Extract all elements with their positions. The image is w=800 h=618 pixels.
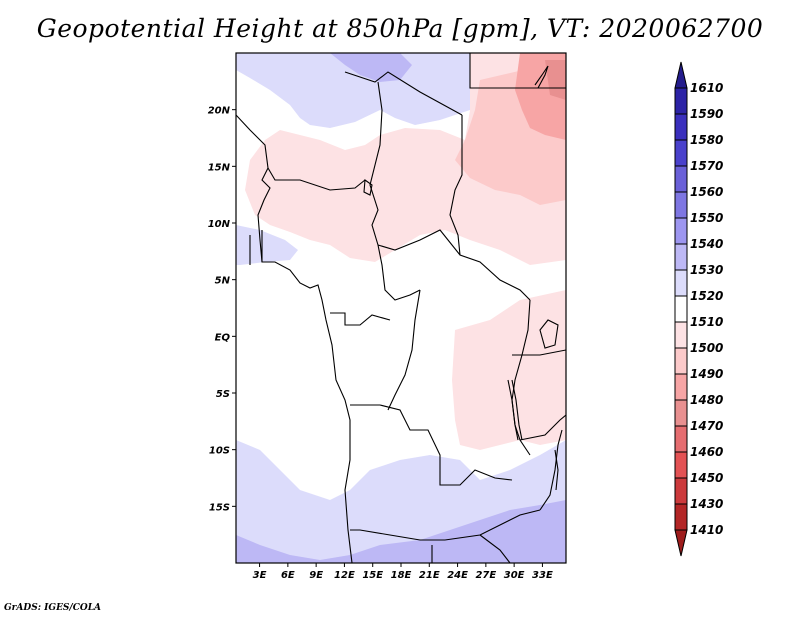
grads-credit: GrADS: IGES/COLA	[4, 603, 102, 613]
x-tick-label: 9E	[309, 570, 323, 581]
colorbar-label: 1540	[690, 237, 723, 251]
y-tick-label: 5S	[216, 389, 230, 400]
colorbar-segment	[674, 87, 688, 115]
chart-title: Geopotential Height at 850hPa [gpm], VT:…	[36, 14, 764, 43]
border-angola-south	[350, 529, 445, 541]
colorbar-label: 1610	[690, 81, 723, 95]
region-east-africa-pink	[452, 290, 566, 450]
x-tick-label: 18E	[391, 570, 412, 581]
map-fields	[236, 53, 566, 563]
colorbar-label: 1490	[690, 367, 723, 381]
colorbar-label: 1580	[690, 133, 723, 147]
x-tick-label: 30E	[504, 570, 525, 581]
border-car	[377, 229, 531, 301]
colorbar-segment	[674, 269, 688, 297]
region-sahara-north-blue	[236, 53, 470, 128]
colorbar-top-triangle	[674, 61, 688, 89]
colorbar-label: 1590	[690, 107, 723, 121]
coastline-west-africa	[236, 114, 353, 563]
x-tick-label: 33E	[532, 570, 553, 581]
border-zambia-zim	[479, 534, 511, 563]
colorbar: 1610 1590 1580 1570 1560 1550 1540 1530 1520 1510…	[674, 61, 723, 557]
colorbar-label: 1460	[690, 445, 723, 459]
colorbar-segment	[674, 477, 688, 505]
colorbar-segment	[674, 165, 688, 193]
border-libya-chad	[344, 71, 463, 116]
border-mozambique	[539, 429, 563, 511]
colorbar-bottom-triangle	[674, 529, 688, 557]
lake-victoria	[539, 319, 559, 349]
x-tick-label: 15E	[362, 570, 383, 581]
y-tick-label: 10S	[209, 446, 230, 457]
colorbar-label: 1530	[690, 263, 723, 277]
colorbar-label: 1520	[690, 289, 723, 303]
y-tick-label: 20N	[208, 106, 231, 117]
colorbar-label: 1450	[690, 471, 723, 485]
border-chad-sudan	[449, 115, 463, 256]
x-axis: 3E 6E 9E 12E 15E 18E 21E 24E 27E 30E 33E	[253, 563, 553, 581]
lake-volta-area	[249, 230, 263, 265]
x-tick-label: 27E	[475, 570, 496, 581]
border-gabon	[330, 312, 391, 326]
colorbar-label: 1550	[690, 211, 723, 225]
border-tanzania	[519, 414, 566, 441]
y-tick-label: 15S	[209, 502, 230, 513]
border-chad-niger	[369, 81, 383, 246]
y-tick-label: 5N	[215, 276, 231, 287]
colorbar-segment	[674, 113, 688, 141]
colorbar-label: 1570	[690, 159, 723, 173]
lake-tanganyika	[507, 379, 523, 441]
border-angola	[350, 404, 513, 486]
x-tick-label: 24E	[447, 570, 468, 581]
coastlines-and-borders	[236, 53, 566, 563]
colorbar-segment	[674, 139, 688, 167]
colorbar-label: 1560	[690, 185, 723, 199]
lake-malawi	[554, 449, 559, 491]
colorbar-segment	[674, 217, 688, 245]
colorbar-segment	[674, 373, 688, 401]
border-niger-nigeria	[267, 167, 366, 191]
colorbar-label: 1480	[690, 393, 723, 407]
region-central-white	[236, 265, 530, 430]
colorbar-segment	[674, 321, 688, 349]
colorbar-label: 1470	[690, 419, 723, 433]
region-southern-africa-blue	[236, 500, 566, 563]
x-tick-label: 3E	[253, 570, 267, 581]
lake-chad	[363, 178, 373, 196]
border-uganda	[512, 349, 566, 356]
x-tick-label: 21E	[419, 570, 440, 581]
region-egypt-peak	[545, 60, 566, 100]
y-tick-label: EQ	[215, 332, 231, 343]
x-tick-label: 12E	[334, 570, 355, 581]
y-axis: 20N 15N 10N 5N EQ 5S 10S 15S	[208, 106, 236, 513]
border-zambia-south	[444, 509, 541, 541]
region-gulf-guinea-blue	[236, 225, 298, 265]
colorbar-segment	[674, 243, 688, 271]
colorbar-segment	[674, 191, 688, 219]
border-congo-drc	[387, 289, 421, 411]
colorbar-segment	[674, 451, 688, 479]
colorbar-label: 1500	[690, 341, 723, 355]
colorbar-label: 1410	[690, 523, 723, 537]
y-tick-label: 15N	[208, 162, 231, 173]
colorbar-label: 1510	[690, 315, 723, 329]
border-egypt-sudan	[469, 53, 566, 89]
colorbar-label: 1430	[690, 497, 723, 511]
colorbar-segment	[674, 503, 688, 531]
x-tick-label: 6E	[281, 570, 295, 581]
colorbar-segment	[674, 425, 688, 453]
colorbar-segment	[674, 295, 688, 323]
colorbar-segment	[674, 347, 688, 375]
colorbar-segment	[674, 399, 688, 427]
y-tick-label: 10N	[208, 219, 231, 230]
border-car-congo	[377, 244, 421, 301]
red-sea-coast	[534, 65, 549, 89]
